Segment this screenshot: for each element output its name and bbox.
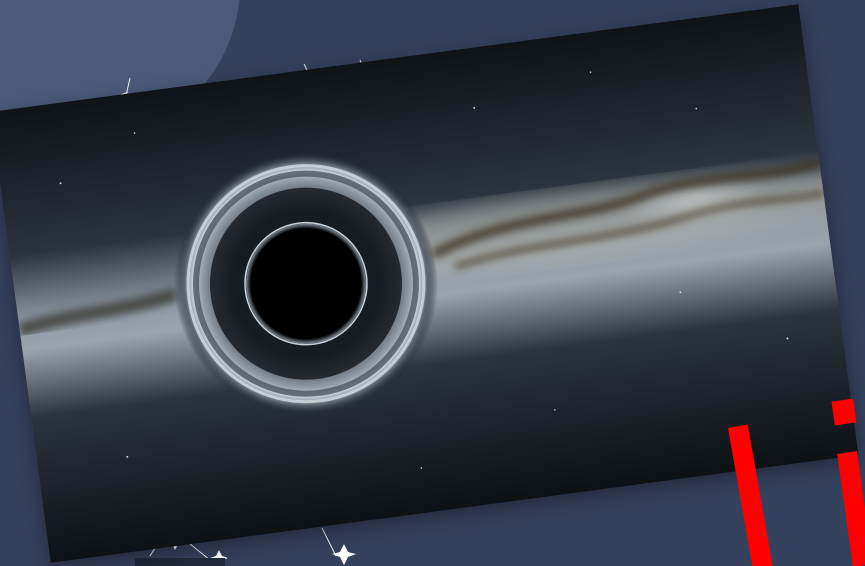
black-hole-illustration [0,4,859,563]
red-square [831,398,857,426]
black-hole [173,151,438,416]
black-hole-photo [0,4,859,563]
star-field [59,71,789,469]
event-horizon [245,223,366,344]
